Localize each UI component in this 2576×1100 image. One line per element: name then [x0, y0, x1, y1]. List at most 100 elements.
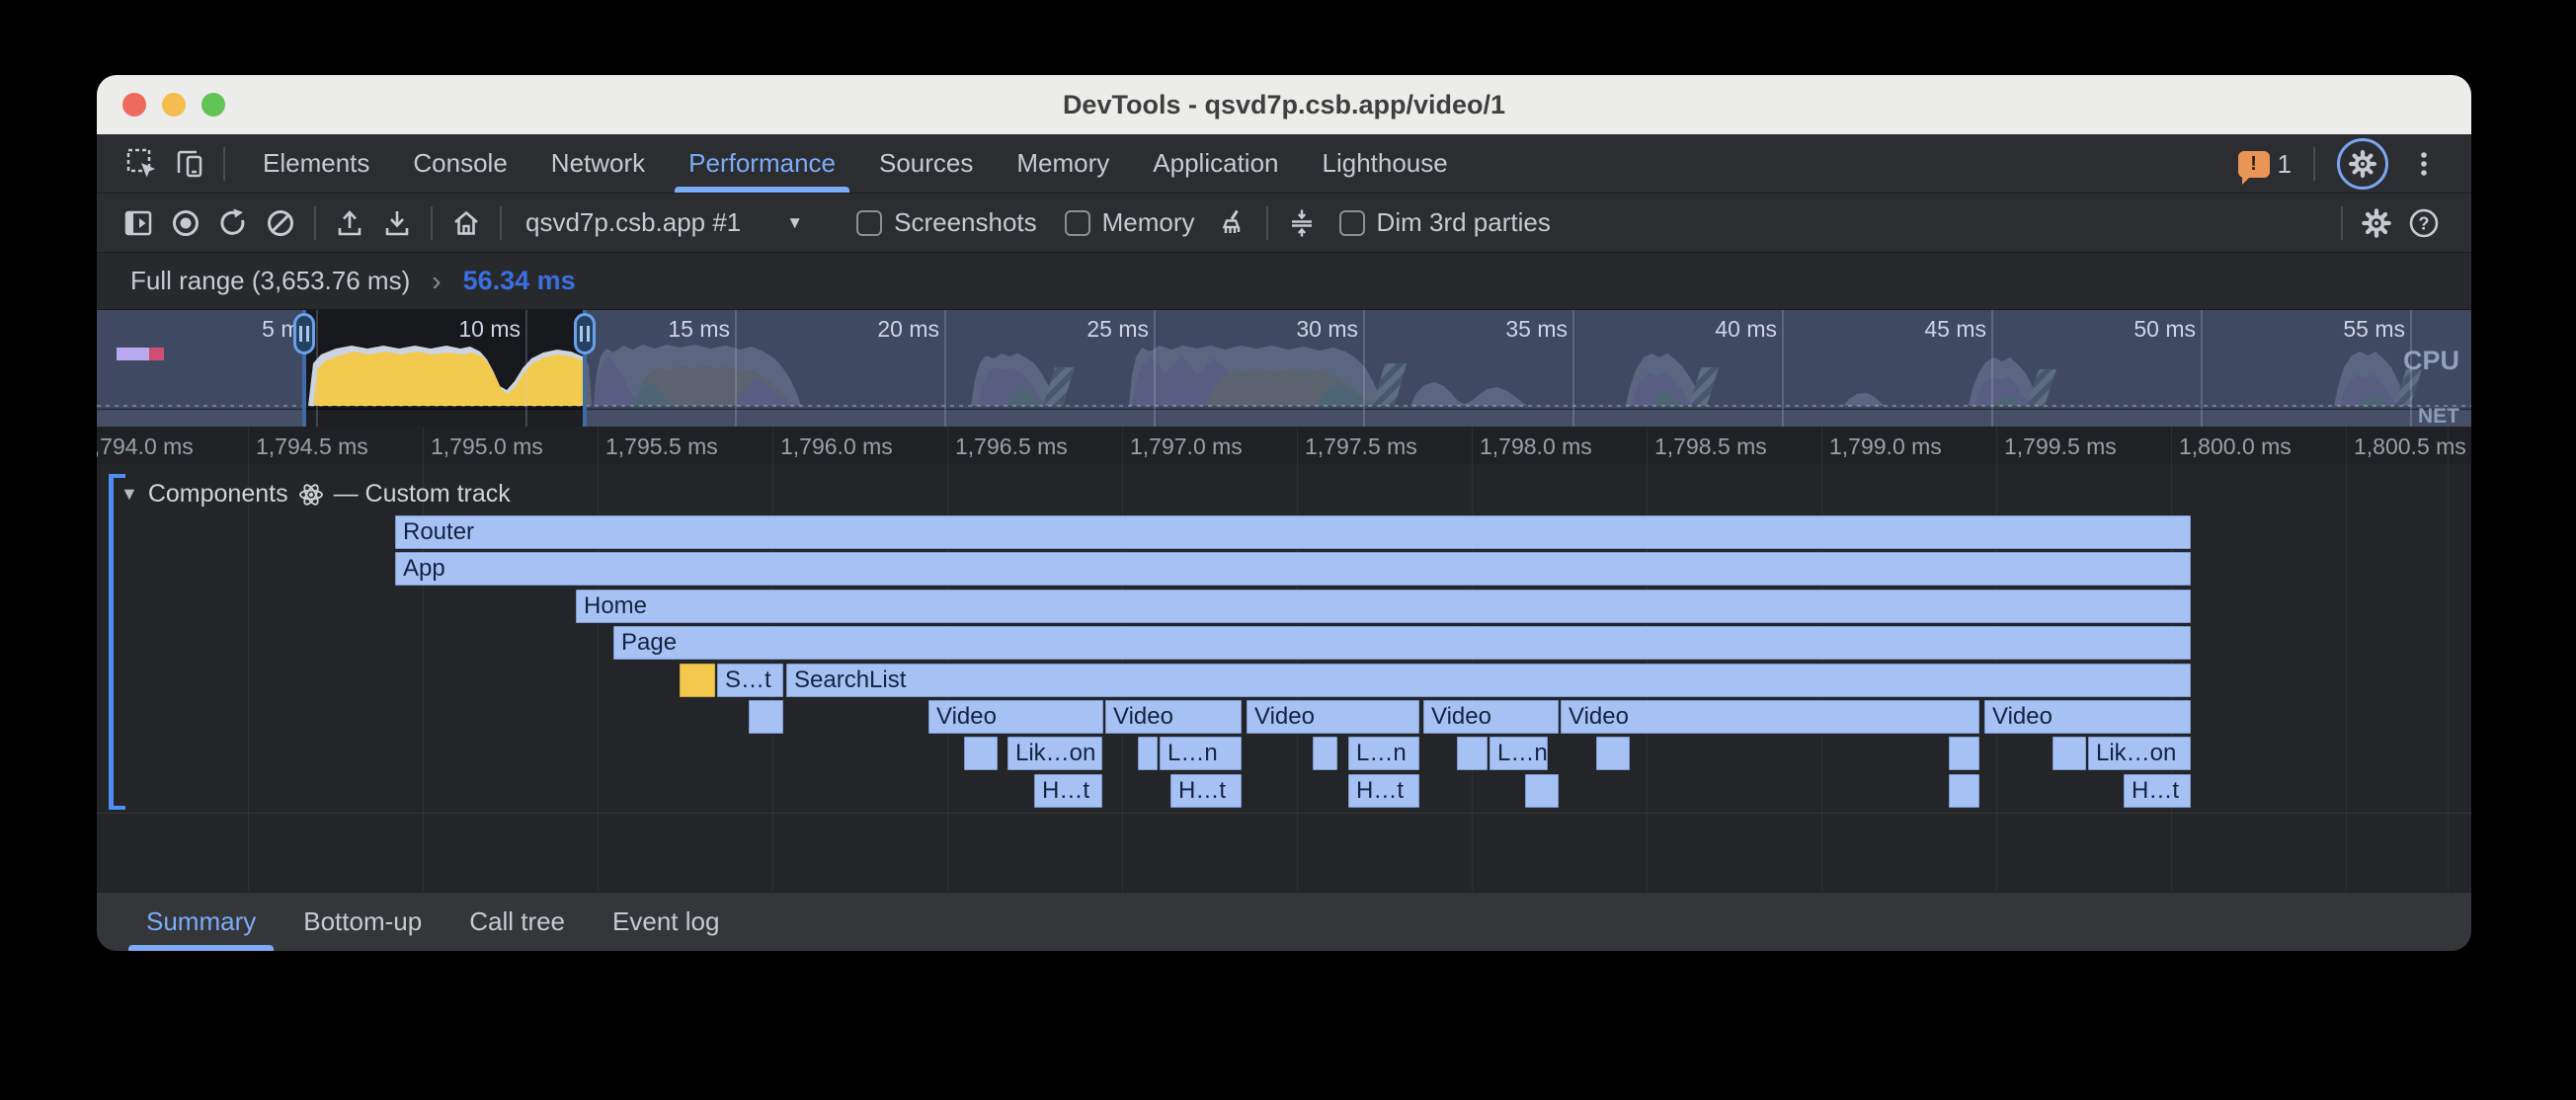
track-selection-bracket — [109, 474, 125, 810]
zoom-button[interactable] — [201, 93, 225, 117]
screenshots-checkbox[interactable]: Screenshots — [856, 207, 1037, 238]
flame-chart-ruler: 1,794.0 ms 1,794.5 ms 1,795.0 ms 1,795.5 ms… — [97, 427, 2471, 464]
divider — [314, 205, 316, 240]
memory-checkbox[interactable]: Memory — [1064, 207, 1195, 238]
issues-button[interactable]: ! 1 — [2237, 149, 2292, 185]
flame-bar-video[interactable]: Video — [1561, 700, 1979, 734]
close-button[interactable] — [122, 93, 146, 117]
help-button[interactable]: ? — [2400, 199, 2448, 247]
selected-range-crumb[interactable]: 56.34 ms — [462, 266, 576, 295]
tab-lighthouse[interactable]: Lighthouse — [1322, 148, 1448, 178]
traffic-lights — [122, 93, 225, 117]
flame-bar[interactable] — [749, 700, 783, 734]
flame-tick-label: 1,799.5 ms — [2004, 433, 2117, 459]
tab-application[interactable]: Application — [1153, 148, 1279, 178]
flame-bar-l-n[interactable]: L…n — [1348, 737, 1419, 771]
checkbox-label: Dim 3rd parties — [1376, 207, 1551, 237]
flame-bar-router[interactable]: Router — [395, 515, 2191, 549]
flame-bar-h-t[interactable]: H…t — [1348, 773, 1419, 808]
tab-summary[interactable]: Summary — [122, 893, 280, 951]
record-button[interactable] — [162, 199, 209, 247]
minimize-button[interactable] — [162, 93, 186, 117]
flame-bar[interactable] — [1457, 737, 1488, 771]
flame-bar[interactable] — [2053, 737, 2086, 771]
checkbox-label: Screenshots — [894, 207, 1037, 237]
load-profile-button[interactable] — [326, 199, 373, 247]
flame-bar[interactable] — [1949, 737, 1979, 771]
inspect-element-button[interactable] — [119, 140, 166, 188]
panel-tabs: Elements Console Network Performance Sources… — [241, 134, 1470, 193]
flame-tick-label: 1,798.5 ms — [1654, 433, 1767, 459]
toggle-sidebar-button[interactable] — [115, 199, 162, 247]
target-select[interactable]: qsvd7p.csb.app #1 ▼ — [512, 207, 817, 238]
collapse-triangle-icon: ▼ — [121, 484, 138, 504]
flame-tick-label: 1,795.5 ms — [605, 433, 718, 459]
device-toolbar-button[interactable] — [166, 140, 213, 188]
flame-bar[interactable] — [1138, 737, 1158, 771]
flame-tick-label: 1,800.0 ms — [2179, 433, 2292, 459]
flame-bar-l-n[interactable]: L…n — [1160, 737, 1242, 771]
tab-bottom-up[interactable]: Bottom-up — [303, 906, 423, 936]
chevron-down-icon: ▼ — [786, 212, 804, 232]
flame-bar-page[interactable]: Page — [613, 626, 2191, 661]
checkbox-box — [1338, 209, 1365, 236]
flame-bar[interactable] — [1313, 737, 1337, 771]
flame-bar-video[interactable]: Video — [1984, 700, 2191, 734]
tab-call-tree[interactable]: Call tree — [469, 906, 566, 936]
record-icon — [173, 209, 199, 236]
flame-bar-video[interactable]: Video — [1247, 700, 1419, 734]
settings-button[interactable] — [2337, 138, 2388, 190]
reload-icon — [220, 208, 245, 235]
collapse-sections-button[interactable] — [1278, 199, 1326, 247]
flame-bar[interactable] — [1596, 737, 1630, 771]
flame-bar-h-t[interactable]: H…t — [2124, 773, 2191, 808]
flame-bar[interactable] — [1949, 773, 1979, 808]
flame-bar-l-n[interactable]: L…n — [1489, 737, 1548, 771]
home-button[interactable] — [443, 199, 490, 247]
range-handle-right[interactable] — [574, 310, 596, 427]
flame-bar[interactable] — [964, 737, 998, 771]
custom-track-header[interactable]: ▼ Components — Custom track — [121, 480, 511, 509]
network-request-mark — [117, 348, 149, 360]
cpu-activity-chart — [97, 310, 2471, 427]
flame-bar-h-t[interactable]: H…t — [1034, 773, 1102, 808]
clear-recording-button[interactable] — [257, 199, 304, 247]
timeline-overview[interactable]: 5 ms 10 ms 15 ms 20 ms 25 ms 30 ms 35 ms 40 ms 4… — [97, 310, 2471, 427]
flame-bar-lik-on[interactable]: Lik…on — [2088, 737, 2191, 771]
collect-garbage-button[interactable] — [1209, 199, 1256, 247]
flame-bar-h-t[interactable]: H…t — [1170, 773, 1242, 808]
tab-sources[interactable]: Sources — [879, 148, 974, 178]
tab-network[interactable]: Network — [550, 148, 646, 178]
range-handle-left[interactable] — [293, 310, 315, 427]
flame-bar-video[interactable]: Video — [1105, 700, 1242, 734]
track-name: Components — [147, 480, 288, 508]
flame-bar[interactable] — [1525, 773, 1559, 808]
flame-tick-label: 1,799.0 ms — [1829, 433, 1942, 459]
devtools-window: DevTools - qsvd7p.csb.app/video/1 Elemen… — [97, 75, 2471, 951]
window-title: DevTools - qsvd7p.csb.app/video/1 — [1062, 89, 1506, 119]
flame-bar-s-t[interactable]: S…t — [717, 663, 783, 697]
flame-bar-home[interactable]: Home — [576, 589, 2191, 623]
tab-memory[interactable]: Memory — [1016, 148, 1110, 178]
tab-elements[interactable]: Elements — [263, 148, 370, 178]
full-range-crumb[interactable]: Full range (3,653.76 ms) — [130, 266, 411, 295]
more-options-button[interactable] — [2400, 140, 2448, 188]
warning-icon: ! — [2237, 150, 2270, 185]
flame-bar-lik-on[interactable]: Lik…on — [1007, 737, 1102, 771]
flame-bar-video[interactable]: Video — [928, 700, 1103, 734]
save-profile-button[interactable] — [373, 199, 421, 247]
dim-3rd-parties-checkbox[interactable]: Dim 3rd parties — [1338, 207, 1551, 238]
download-icon — [385, 210, 409, 235]
flame-bar-searchlist[interactable]: SearchList — [786, 663, 2191, 697]
flame-bar-app[interactable]: App — [395, 552, 2191, 587]
flame-bar-video[interactable]: Video — [1423, 700, 1559, 734]
sidebar-toggle-icon — [124, 210, 152, 235]
flame-chart[interactable]: ▼ Components — Custom track Router App Hom… — [97, 464, 2471, 892]
divider — [431, 205, 433, 240]
tab-console[interactable]: Console — [413, 148, 508, 178]
tab-event-log[interactable]: Event log — [612, 906, 720, 936]
capture-settings-button[interactable] — [2353, 199, 2400, 247]
tab-performance[interactable]: Performance — [667, 134, 857, 193]
flame-bar[interactable] — [680, 663, 715, 697]
record-and-reload-button[interactable] — [209, 199, 257, 247]
